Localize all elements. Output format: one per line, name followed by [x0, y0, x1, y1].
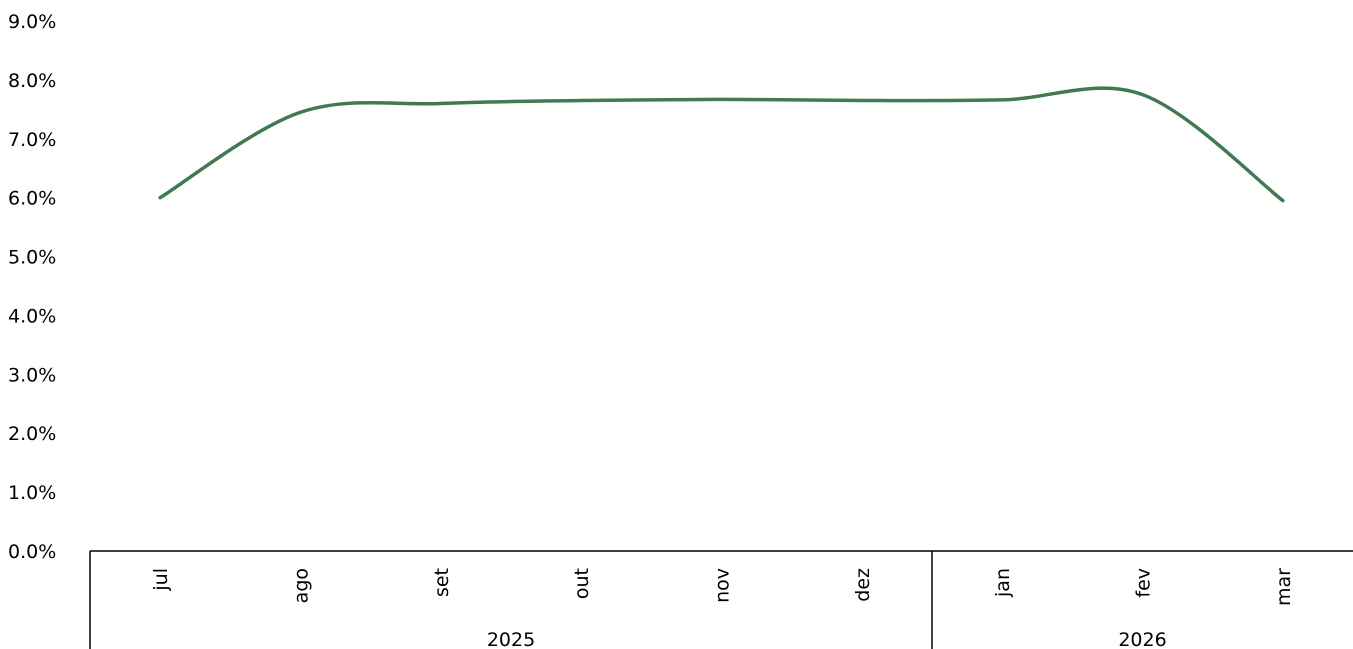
y-tick-label: 6.0%	[8, 188, 56, 210]
y-tick-label: 3.0%	[8, 364, 56, 386]
x-axis: jul ago set out nov dez jan fev mar 2025 2026	[89, 550, 1353, 649]
y-axis: 0.0% 1.0% 2.0% 3.0% 4.0% 5.0% 6.0% 7.0% 8.0% 9.0%	[8, 11, 56, 563]
year-group-label: 2025	[487, 629, 535, 649]
y-tick-label: 5.0%	[8, 247, 56, 269]
x-tick-label: jan	[992, 568, 1014, 598]
y-tick-label: 1.0%	[8, 482, 56, 504]
year-group-label: 2026	[1118, 629, 1166, 649]
x-tick-label: nov	[712, 568, 734, 603]
y-tick-label: 0.0%	[8, 541, 56, 563]
x-tick-label: mar	[1273, 568, 1295, 606]
y-tick-label: 4.0%	[8, 305, 56, 327]
x-tick-label: out	[571, 568, 593, 599]
series-line	[158, 86, 1285, 203]
y-tick-label: 7.0%	[8, 129, 56, 151]
x-tick-label: set	[431, 568, 453, 597]
x-tick-label: jul	[150, 568, 172, 592]
x-tick-label: fev	[1133, 568, 1155, 598]
series-group	[158, 86, 1285, 203]
y-tick-label: 8.0%	[8, 70, 56, 92]
y-tick-label: 2.0%	[8, 423, 56, 445]
y-tick-label: 9.0%	[8, 11, 56, 33]
x-tick-label: ago	[291, 568, 313, 603]
x-tick-label: dez	[852, 568, 874, 602]
